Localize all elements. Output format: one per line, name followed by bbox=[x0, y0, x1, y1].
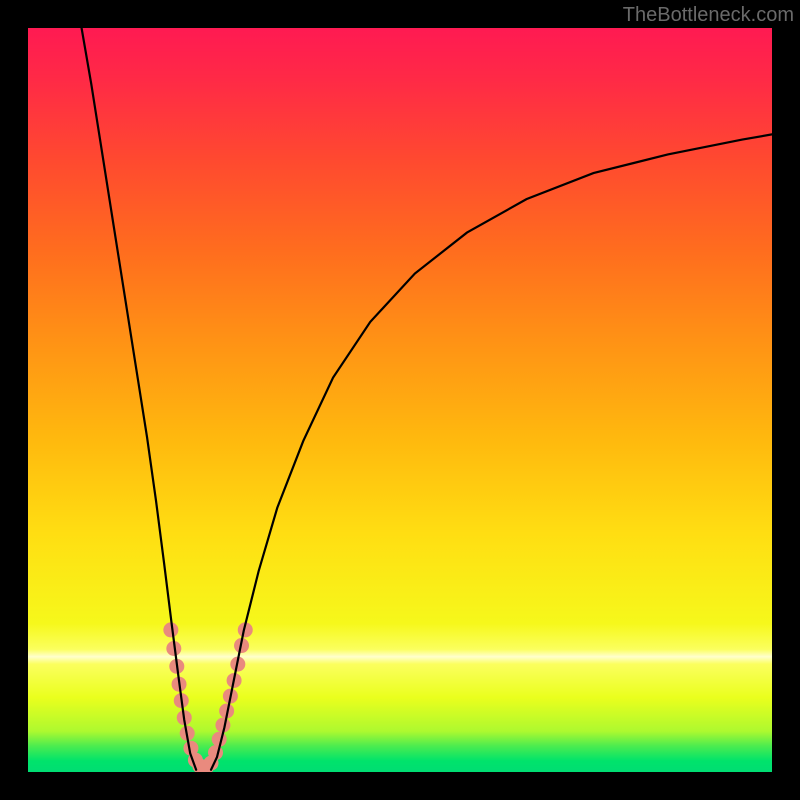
chart-background bbox=[28, 28, 772, 772]
plot-container bbox=[28, 28, 772, 772]
chart-frame: TheBottleneck.com bbox=[0, 0, 800, 800]
bottleneck-chart-svg bbox=[28, 28, 772, 772]
watermark-text: TheBottleneck.com bbox=[623, 4, 794, 27]
